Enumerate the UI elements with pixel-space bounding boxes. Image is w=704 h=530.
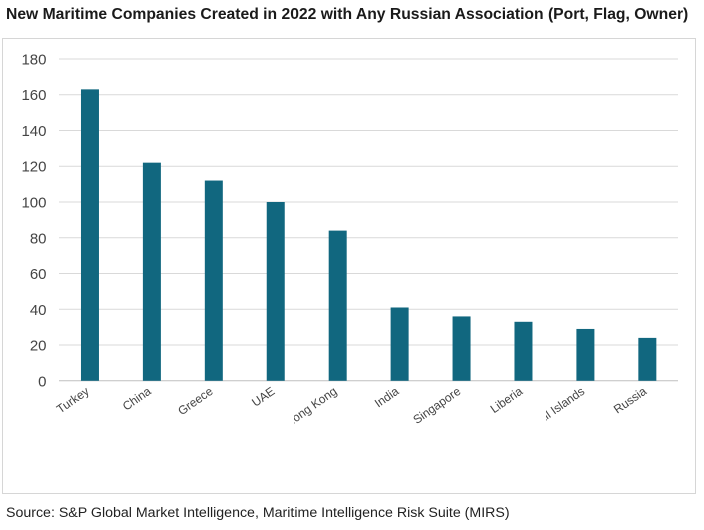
svg-text:Liberia: Liberia <box>488 384 526 416</box>
svg-text:India: India <box>372 384 402 411</box>
svg-text:20: 20 <box>30 338 47 355</box>
svg-text:100: 100 <box>21 195 46 212</box>
svg-text:Turkey: Turkey <box>54 384 92 416</box>
svg-text:40: 40 <box>30 302 47 319</box>
svg-text:120: 120 <box>21 159 46 176</box>
svg-text:China: China <box>120 384 154 414</box>
svg-text:160: 160 <box>21 87 46 104</box>
svg-text:60: 60 <box>30 266 47 283</box>
svg-text:0: 0 <box>38 373 46 390</box>
svg-text:UAE: UAE <box>249 384 277 410</box>
svg-text:180: 180 <box>21 52 46 69</box>
svg-text:Hong Kong: Hong Kong <box>282 384 339 430</box>
svg-text:Russia: Russia <box>611 384 649 417</box>
svg-text:Singapore: Singapore <box>410 384 463 427</box>
svg-text:Greece: Greece <box>175 384 216 418</box>
svg-text:140: 140 <box>21 123 46 140</box>
svg-text:80: 80 <box>30 230 47 247</box>
